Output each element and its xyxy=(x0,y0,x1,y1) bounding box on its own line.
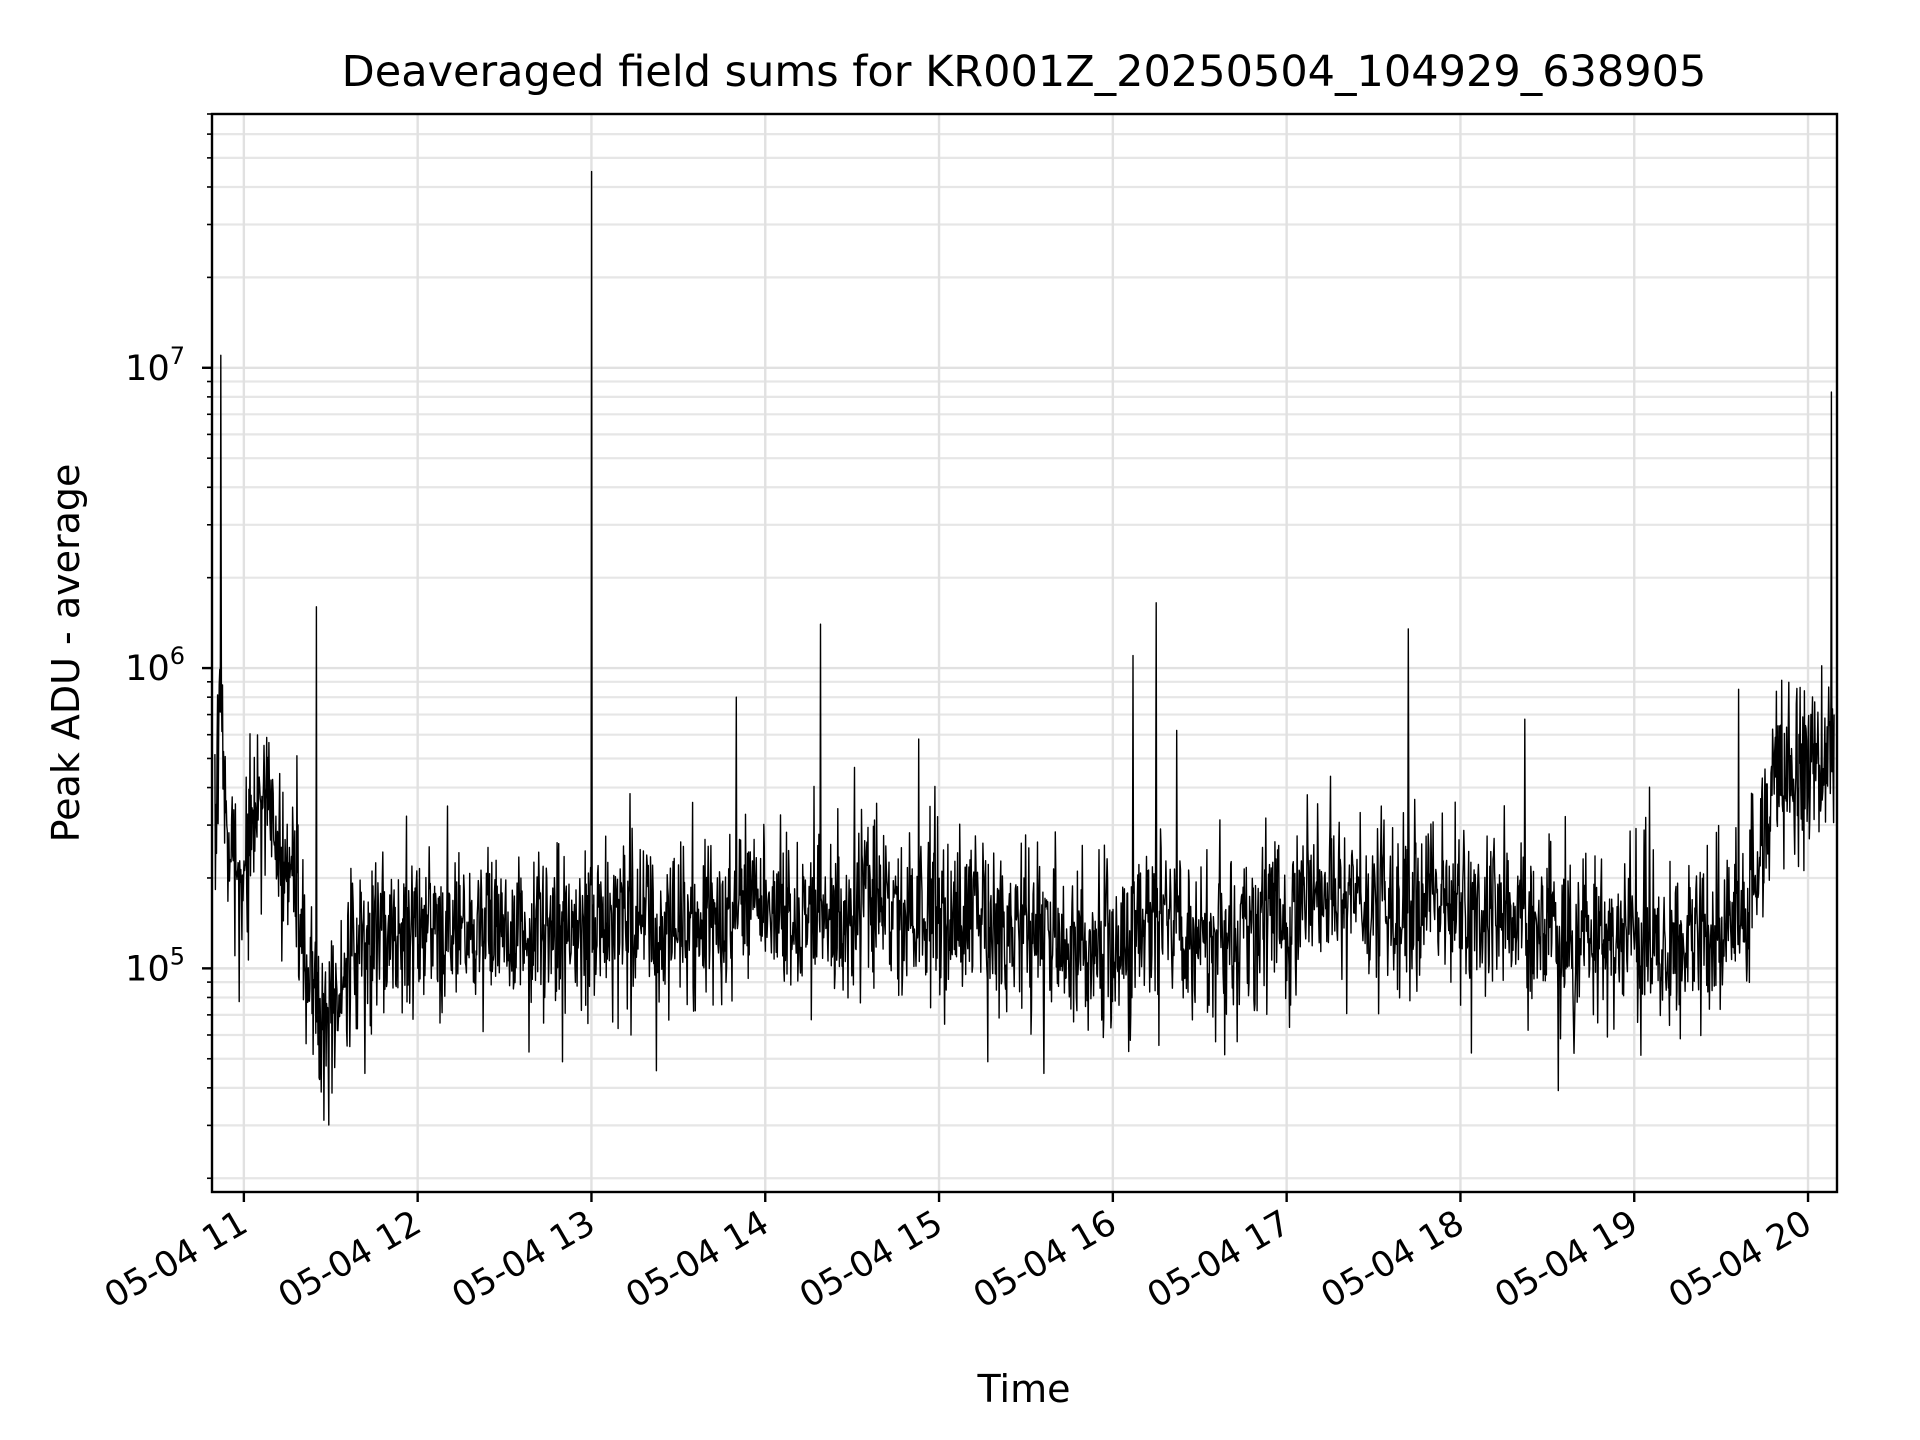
x-tick-label: 05-04 11 xyxy=(98,1203,254,1316)
y-tick-label: 106 xyxy=(125,642,185,689)
x-tick-label: 05-04 12 xyxy=(272,1203,428,1316)
y-tick-label: 105 xyxy=(125,942,185,989)
x-axis-label: Time xyxy=(977,1367,1071,1411)
x-tick-label: 05-04 14 xyxy=(619,1203,775,1316)
x-tick-label: 05-04 17 xyxy=(1141,1203,1297,1316)
chart-title: Deaveraged field sums for KR001Z_2025050… xyxy=(342,47,1707,97)
x-tick-label: 05-04 16 xyxy=(967,1203,1123,1316)
y-axis-label: Peak ADU - average xyxy=(44,464,88,843)
y-tick-label: 107 xyxy=(125,342,185,389)
grid xyxy=(212,112,1837,1192)
x-tick-label: 05-04 15 xyxy=(793,1203,949,1316)
x-tick-label: 05-04 20 xyxy=(1662,1203,1818,1316)
plot-frame xyxy=(210,112,1839,1194)
x-tick-label: 05-04 13 xyxy=(446,1203,602,1316)
series-line xyxy=(214,170,1835,1126)
series-layer xyxy=(214,170,1835,1126)
x-tick-label: 05-04 18 xyxy=(1315,1203,1471,1316)
x-tick-label: 05-04 19 xyxy=(1488,1203,1644,1316)
